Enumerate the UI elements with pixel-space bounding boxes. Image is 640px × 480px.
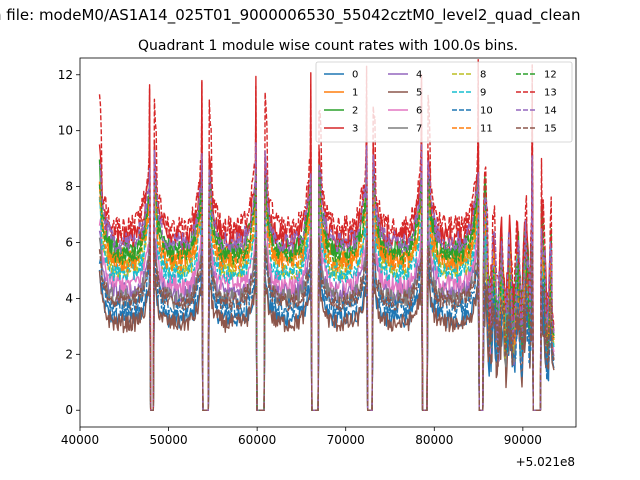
chart-title: Quadrant 1 module wise count rates with … [138, 38, 518, 54]
y-axis-ticks: 0 2 4 6 8 10 12 [58, 68, 80, 417]
series-line-0 [98, 263, 555, 411]
legend-label: 6 [416, 106, 422, 117]
legend-label: 4 [416, 70, 422, 81]
legend-label: 1 [352, 88, 358, 99]
x-axis-ticks: 40000 50000 60000 70000 80000 90000 [61, 427, 542, 447]
y-tick-label: 2 [65, 347, 73, 361]
y-tick-label: 12 [58, 68, 73, 82]
x-tick-label: 60000 [238, 433, 276, 447]
y-tick-label: 8 [65, 180, 73, 194]
legend-label: 14 [544, 106, 557, 117]
y-tick-label: 10 [58, 124, 73, 138]
x-tick-label: 80000 [415, 433, 453, 447]
legend-label: 8 [480, 70, 486, 81]
series-line-14 [98, 142, 555, 411]
legend-label: 13 [544, 88, 557, 99]
x-tick-label: 90000 [504, 433, 542, 447]
x-tick-label: 70000 [327, 433, 365, 447]
series-line-5 [98, 270, 555, 411]
page-title: n file: modeM0/AS1A14_025T01_9000006530_… [0, 6, 581, 24]
series-line-11 [98, 173, 555, 411]
series-line-7 [98, 232, 555, 411]
legend-label: 7 [416, 124, 422, 135]
x-tick-label: 40000 [61, 433, 99, 447]
legend-label: 3 [352, 124, 358, 135]
x-axis-offset-label: +5.021e8 [516, 455, 575, 469]
legend-label: 9 [480, 88, 486, 99]
legend-label: 10 [480, 106, 493, 117]
legend-label: 5 [416, 88, 422, 99]
series-line-12 [98, 164, 555, 411]
legend-label: 11 [480, 124, 493, 135]
legend-label: 2 [352, 106, 358, 117]
y-tick-label: 4 [65, 291, 73, 305]
series-line-6 [98, 212, 555, 411]
legend-box [315, 61, 573, 143]
y-tick-label: 6 [65, 236, 73, 250]
series-layer [98, 59, 555, 411]
legend-label: 15 [544, 124, 557, 135]
x-tick-label: 50000 [149, 433, 187, 447]
y-tick-label: 0 [65, 403, 73, 417]
legend-label: 0 [352, 70, 358, 81]
series-line-13 [98, 59, 555, 411]
legend-label: 12 [544, 70, 557, 81]
series-line-15 [98, 236, 555, 411]
